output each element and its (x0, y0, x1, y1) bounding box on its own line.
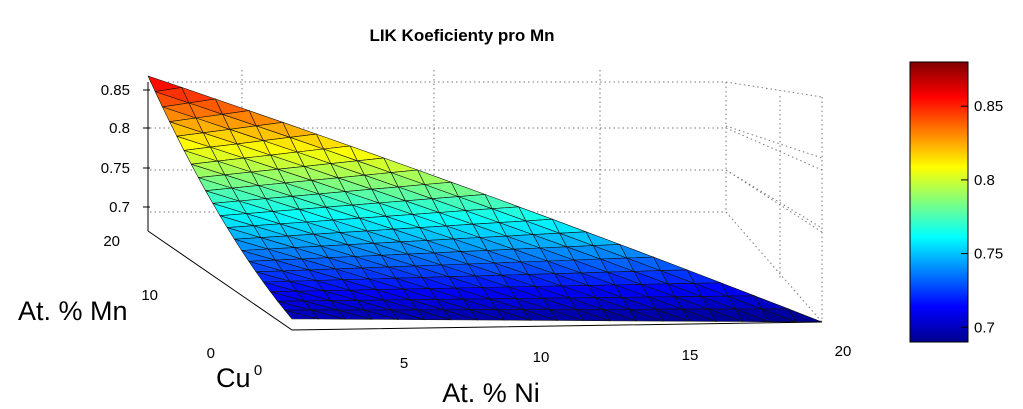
x-tick-label: 5 (400, 355, 408, 372)
grid-line (725, 81, 823, 98)
colorbar-tick-label: 0.75 (974, 246, 1003, 263)
corner-label: Cu (216, 363, 251, 393)
colorbar-tick-label: 0.7 (974, 319, 995, 336)
y-tick-label: 0 (207, 345, 215, 362)
y-tick-label: 10 (141, 287, 158, 304)
axis-edge (147, 230, 823, 331)
grid-line (725, 125, 823, 159)
x-tick-label: 15 (682, 347, 699, 364)
colorbar-ticks: 0.7 0.75 0.8 0.85 (961, 98, 1003, 336)
y-tick-label: 20 (103, 233, 120, 250)
surface-mesh (147, 75, 823, 323)
colorbar-tick-label: 0.85 (974, 98, 1003, 115)
colorbar (909, 61, 969, 343)
grid-line (725, 169, 823, 233)
chart-title: LIK Koeficienty pro Mn (369, 26, 554, 45)
colorbar-tick-label: 0.8 (974, 172, 995, 189)
z-tick-label: 0.8 (109, 120, 130, 137)
z-tick-label: 0.75 (101, 160, 130, 177)
x-tick-label: 20 (835, 343, 852, 360)
z-tick-label: 0.7 (109, 199, 130, 216)
y-axis-label: At. % Mn (18, 296, 128, 326)
grid-line (725, 211, 823, 323)
x-tick-label: 0 (254, 362, 262, 379)
x-axis-label: At. % Ni (442, 378, 540, 408)
z-tick-label: 0.85 (101, 82, 130, 99)
x-tick-label: 10 (533, 349, 550, 366)
axis-ticks: 0.7 0.75 0.8 0.85 0 5 10 15 20 0 10 20 (101, 82, 852, 379)
